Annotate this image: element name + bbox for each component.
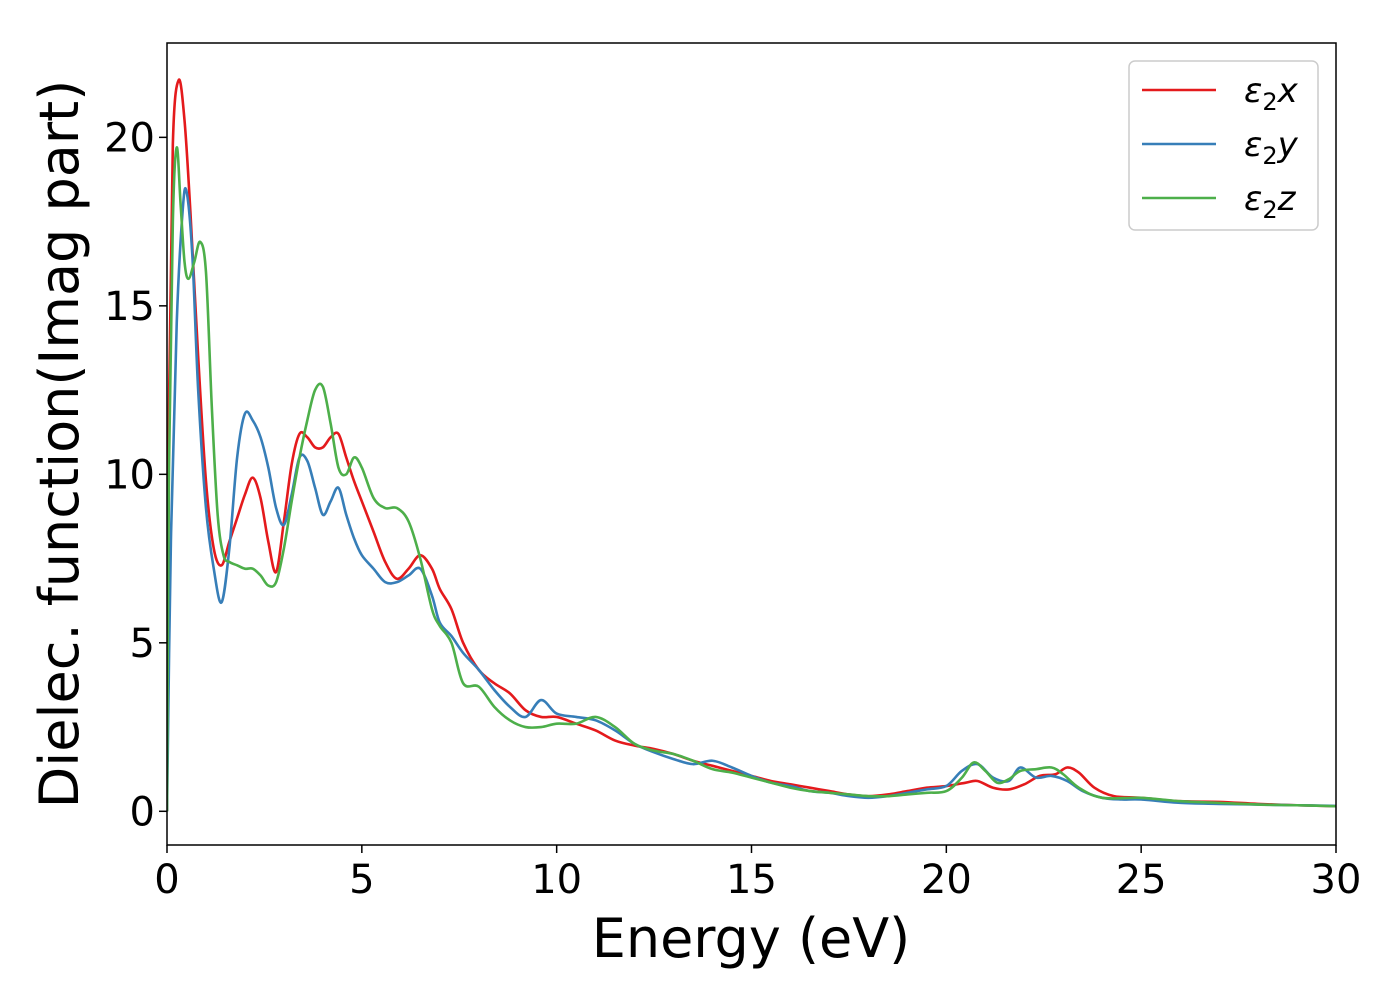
y-tick-label: 20 <box>104 115 155 161</box>
x-tick-label: 30 <box>1311 857 1362 903</box>
x-axis-label: Energy (eV) <box>592 907 911 970</box>
series-line-y <box>167 186 1336 812</box>
legend-box <box>1128 60 1319 231</box>
x-tick-label: 5 <box>349 857 374 903</box>
y-tick-label: 10 <box>104 452 155 498</box>
x-tick-label: 15 <box>726 857 777 903</box>
legend-label-x: ε2x <box>1244 71 1299 116</box>
x-axis: 0 5 10 15 20 25 30 <box>154 845 1361 903</box>
legend: ε2x ε2y ε2z <box>1128 60 1319 231</box>
y-tick-label: 5 <box>130 621 155 667</box>
y-tick-label: 0 <box>130 789 155 835</box>
x-tick-label: 25 <box>1116 857 1167 903</box>
x-tick-label: 20 <box>921 857 972 903</box>
x-tick-label: 10 <box>531 857 582 903</box>
y-tick-label: 15 <box>104 284 155 330</box>
series-layer <box>167 78 1336 812</box>
y-axis-label: Dielec. function(Imag part) <box>28 80 91 809</box>
x-tick-label: 0 <box>154 857 179 903</box>
legend-label-y: ε2y <box>1244 125 1299 170</box>
series-line-z <box>167 146 1336 812</box>
legend-label-z: ε2z <box>1244 179 1297 224</box>
y-axis: 0 5 10 15 20 <box>104 115 167 835</box>
